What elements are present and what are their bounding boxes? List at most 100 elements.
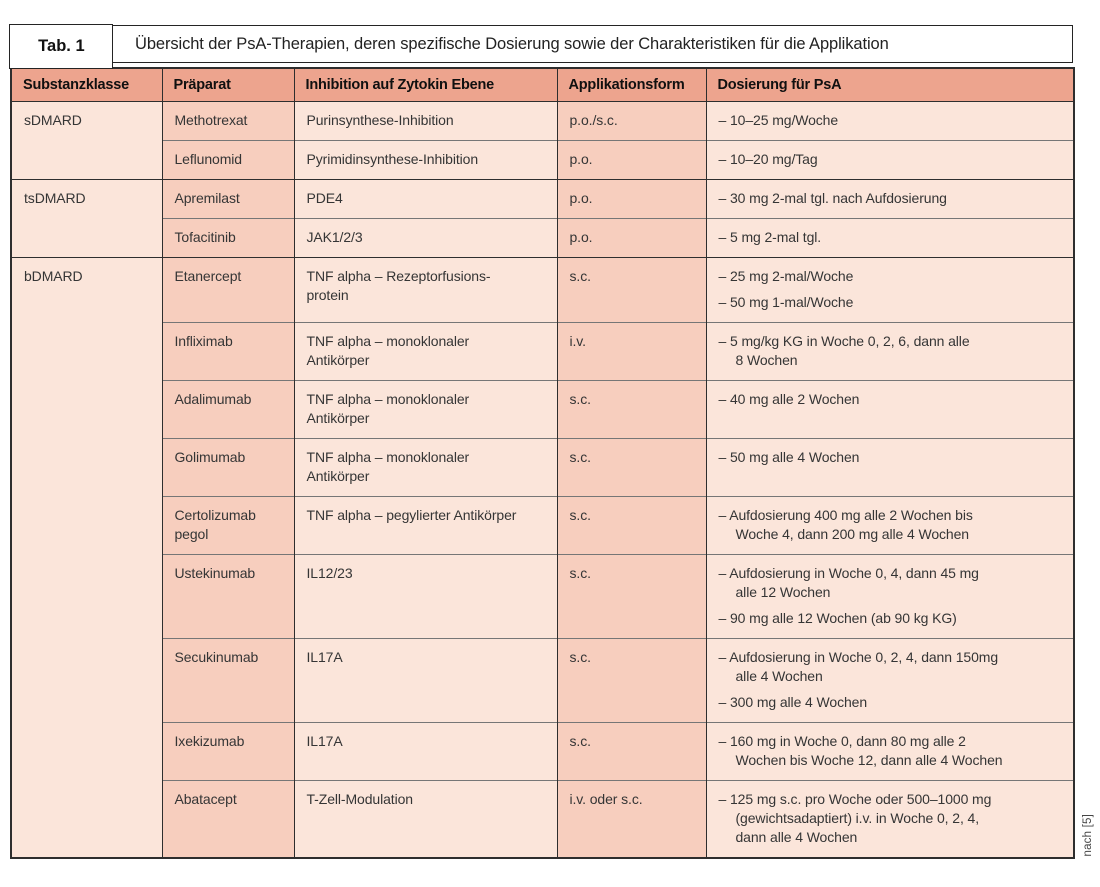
cell-dosierung: – 10–20 mg/Tag: [705, 140, 1074, 180]
cell-praeparat: Certolizumab pegol: [161, 496, 294, 555]
dosage-item: – Aufdosierung in Woche 0, 2, 4, dann 15…: [719, 648, 1063, 686]
dosage-item: – 160 mg in Woche 0, dann 80 mg alle 2 W…: [719, 732, 1063, 770]
cell-applikationsform: p.o.: [556, 179, 706, 219]
dosage-item: – 90 mg alle 12 Wochen (ab 90 kg KG): [719, 609, 1063, 628]
inhibition-line: TNF alpha – monoklonaler: [306, 391, 470, 407]
dosage-item: – 50 mg alle 4 Wochen: [719, 448, 1063, 467]
inhibition-line: IL12/23: [306, 565, 353, 581]
dosage-item: – 5 mg 2-mal tgl.: [719, 228, 1063, 247]
cell-inhibition: TNF alpha – monoklonaler Antikörper: [293, 322, 557, 381]
dosage-item: – 50 mg 1-mal/Woche: [719, 293, 1063, 312]
cell-dosierung: – 30 mg 2-mal tgl. nach Aufdosierung: [705, 179, 1074, 219]
cell-applikationsform: s.c.: [556, 257, 706, 323]
column-header-substanzklasse: Substanzklasse: [11, 68, 162, 102]
dosage-item: – 25 mg 2-mal/Woche: [719, 267, 1063, 286]
cell-dosierung: – 50 mg alle 4 Wochen: [705, 438, 1074, 497]
cell-dosierung: – 5 mg/kg KG in Woche 0, 2, 6, dann alle…: [705, 322, 1074, 381]
cell-substanzklasse: sDMARD: [11, 101, 162, 180]
dosage-line: – 160 mg in Woche 0, dann 80 mg alle 2: [718, 733, 966, 749]
dosage-line: – 125 mg s.c. pro Woche oder 500–1000 mg: [718, 791, 992, 807]
cell-applikationsform: s.c.: [556, 722, 706, 781]
cell-inhibition: Purinsynthese-Inhibition: [293, 101, 557, 141]
dosage-item: – 30 mg 2-mal tgl. nach Aufdosierung: [719, 189, 1063, 208]
dosage-item: – 10–20 mg/Tag: [719, 150, 1063, 169]
cell-praeparat: Golimumab: [161, 438, 294, 497]
cell-dosierung: – Aufdosierung in Woche 0, 2, 4, dann 15…: [705, 638, 1074, 723]
cell-applikationsform: s.c.: [556, 380, 706, 439]
dosage-line: alle 4 Wochen: [735, 668, 823, 684]
header-row: Substanzklasse Präparat Inhibition auf Z…: [11, 68, 1074, 102]
table-row: Ixekizumab IL17A s.c. – 160 mg in Woche …: [11, 722, 1074, 781]
cell-applikationsform: s.c.: [556, 496, 706, 555]
inhibition-line: IL17A: [306, 649, 343, 665]
dosage-line: – 5 mg 2-mal tgl.: [718, 229, 822, 245]
dosage-line: 8 Wochen: [735, 352, 798, 368]
table-row: Golimumab TNF alpha – monoklonaler Antik…: [11, 438, 1074, 497]
cell-applikationsform: p.o.: [556, 140, 706, 180]
table-row: Tofacitinib JAK1/2/3 p.o. – 5 mg 2-mal t…: [11, 218, 1074, 258]
dosage-line: – 5 mg/kg KG in Woche 0, 2, 6, dann alle: [718, 333, 970, 349]
inhibition-line: Antikörper: [306, 410, 370, 426]
inhibition-line: Antikörper: [306, 352, 370, 368]
cell-applikationsform: p.o.: [556, 218, 706, 258]
dosage-line: – 300 mg alle 4 Wochen: [718, 694, 868, 710]
cell-inhibition: IL17A: [293, 638, 557, 723]
inhibition-line: TNF alpha – Rezeptorfusions-: [306, 268, 491, 284]
cell-inhibition: PDE4: [293, 179, 557, 219]
table-row: Adalimumab TNF alpha – monoklonaler Anti…: [11, 380, 1074, 439]
cell-praeparat: Adalimumab: [161, 380, 294, 439]
table-row: tsDMARD Apremilast PDE4 p.o. – 30 mg 2-m…: [11, 179, 1074, 258]
citation-note: nach [5]: [1082, 814, 1094, 857]
inhibition-line: TNF alpha – monoklonaler: [306, 333, 470, 349]
dosage-line: – 25 mg 2-mal/Woche: [718, 268, 854, 284]
dosage-item: – 40 mg alle 2 Wochen: [719, 390, 1063, 409]
cell-praeparat: Apremilast: [161, 179, 294, 219]
cell-praeparat: Etanercept: [161, 257, 294, 323]
dosage-line: – Aufdosierung in Woche 0, 4, dann 45 mg: [718, 565, 979, 581]
column-header-praeparat: Präparat: [161, 68, 294, 102]
cell-inhibition: TNF alpha – Rezeptorfusions- protein: [293, 257, 557, 323]
table-row: Certolizumab pegol TNF alpha – pegyliert…: [11, 496, 1074, 555]
dosage-item: – 10–25 mg/Woche: [719, 111, 1063, 130]
cell-inhibition: Pyrimidinsynthese-Inhibition: [293, 140, 557, 180]
cell-praeparat: Ustekinumab: [161, 554, 294, 639]
cell-praeparat: Methotrexat: [161, 101, 294, 141]
table-row: Leflunomid Pyrimidinsynthese-Inhibition …: [11, 140, 1074, 180]
dosage-item: – 5 mg/kg KG in Woche 0, 2, 6, dann alle…: [719, 332, 1063, 370]
dosage-line: Woche 4, dann 200 mg alle 4 Wochen: [735, 526, 970, 542]
cell-inhibition: TNF alpha – pegylierter Antikörper: [293, 496, 557, 555]
cell-applikationsform: s.c.: [556, 438, 706, 497]
table-row: Abatacept T-Zell-Modulation i.v. oder s.…: [11, 780, 1074, 858]
cell-dosierung: – Aufdosierung 400 mg alle 2 Wochen bis …: [705, 496, 1074, 555]
inhibition-line: TNF alpha – monoklonaler: [306, 449, 470, 465]
cell-praeparat: Secukinumab: [161, 638, 294, 723]
cell-praeparat: Leflunomid: [161, 140, 294, 180]
inhibition-line: PDE4: [306, 190, 343, 206]
cell-inhibition: TNF alpha – monoklonaler Antikörper: [293, 380, 557, 439]
cell-dosierung: – 125 mg s.c. pro Woche oder 500–1000 mg…: [705, 780, 1074, 858]
cell-dosierung: – Aufdosierung in Woche 0, 4, dann 45 mg…: [705, 554, 1074, 639]
dosage-line: – 10–20 mg/Tag: [718, 151, 818, 167]
psa-therapies-table: Substanzklasse Präparat Inhibition auf Z…: [10, 67, 1075, 859]
cell-dosierung: – 5 mg 2-mal tgl.: [705, 218, 1074, 258]
inhibition-line: IL17A: [306, 733, 343, 749]
dosage-line: dann alle 4 Wochen: [735, 829, 858, 845]
column-header-dosierung: Dosierung für PsA: [705, 68, 1074, 102]
table-row: sDMARD Methotrexat Purinsynthese-Inhibit…: [11, 101, 1074, 180]
dosage-item: – Aufdosierung 400 mg alle 2 Wochen bis …: [719, 506, 1063, 544]
dosage-line: Wochen bis Woche 12, dann alle 4 Wochen: [735, 752, 1003, 768]
table-row: Ustekinumab IL12/23 s.c. – Aufdosierung …: [11, 554, 1074, 639]
dosage-line: – 50 mg alle 4 Wochen: [718, 449, 860, 465]
cell-dosierung: – 10–25 mg/Woche: [705, 101, 1074, 141]
table-title: Übersicht der PsA-Therapien, deren spezi…: [135, 34, 889, 53]
dosage-line: (gewichtsadaptiert) i.v. in Woche 0, 2, …: [735, 810, 980, 826]
cell-applikationsform: p.o./s.c.: [556, 101, 706, 141]
table-number-label: Tab. 1: [9, 24, 114, 70]
cell-praeparat: Infliximab: [161, 322, 294, 381]
cell-inhibition: IL12/23: [293, 554, 557, 639]
cell-praeparat: Abatacept: [161, 780, 294, 858]
cell-applikationsform: s.c.: [556, 638, 706, 723]
cell-applikationsform: s.c.: [556, 554, 706, 639]
dosage-line: – 40 mg alle 2 Wochen: [718, 391, 860, 407]
dosage-line: alle 12 Wochen: [735, 584, 831, 600]
